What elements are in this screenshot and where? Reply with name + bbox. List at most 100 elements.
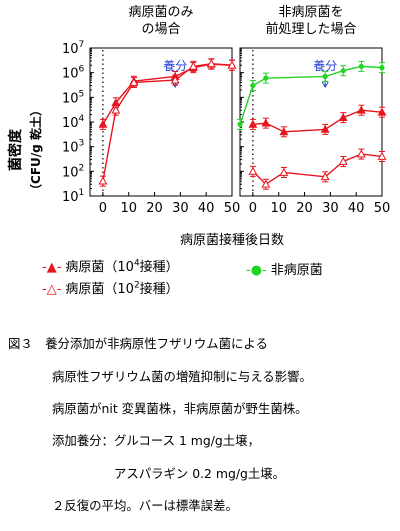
x-tick-label: 10 (120, 201, 137, 216)
y-tick-mantissa: 10 (62, 91, 79, 106)
y-tick-label: 105 (62, 89, 84, 106)
y-tick-mantissa: 10 (62, 165, 79, 180)
data-point-p4 (377, 107, 387, 116)
legend-label-1e2-suffix: 接種） (139, 282, 179, 297)
data-point-p4 (356, 105, 366, 114)
x-tick-label: 40 (198, 201, 215, 216)
y-tick-mantissa: 10 (62, 116, 79, 131)
legend-label-1e2-prefix: 病原菌（10 (65, 282, 134, 297)
data-point-p4 (320, 124, 330, 133)
y-tick-label: 106 (62, 65, 85, 82)
data-point-p2 (248, 166, 258, 175)
x-axis-label: 病原菌接種後日数 (180, 232, 284, 248)
y-tick-exponent: 5 (79, 89, 85, 99)
data-point-np (322, 73, 328, 80)
panel-title-line: 非病原菌を (278, 5, 343, 20)
panel-title-line: 病原菌のみ (128, 5, 193, 20)
plot-frame (89, 47, 233, 197)
y-tick-mantissa: 10 (62, 190, 79, 205)
x-tick-label: 10 (270, 201, 287, 216)
data-point-np (263, 75, 269, 81)
caption-line-3: 病原菌がnit 変異菌株，非病原菌が野生菌株。 (52, 401, 308, 417)
y-tick-mantissa: 10 (62, 67, 79, 82)
legend-label-1e4-suffix: 接種） (139, 260, 179, 275)
caption-line-5: アスパラギン 0.2 mg/g土壌。 (52, 465, 286, 481)
data-point-np (250, 82, 256, 89)
y-tick-label: 102 (62, 163, 84, 180)
plot-frame (239, 47, 383, 197)
panel-title-line: の場合 (141, 22, 180, 37)
caption-line-2: 病原性フザリウム菌の増殖抑制に与える影響。 (52, 368, 312, 384)
legend-pathogen-1e2: -△- 病原菌（102接種） (42, 278, 179, 297)
data-point-np (358, 63, 364, 69)
y-tick-mantissa: 10 (62, 42, 79, 57)
data-point-p2 (170, 75, 180, 84)
data-point-np (379, 65, 385, 71)
y-tick-mantissa: 10 (62, 141, 79, 156)
x-tick-label: 0 (249, 201, 257, 216)
data-point-p4 (261, 118, 271, 127)
data-point-p2 (338, 156, 348, 165)
legend-label-np: 非病原菌 (270, 263, 323, 278)
legend-nonpathogen: -●- 非病原菌 (246, 259, 323, 278)
data-point-np (237, 121, 243, 127)
y-tick-exponent: 7 (79, 40, 85, 50)
data-point-p4 (338, 113, 348, 122)
data-point-p2 (111, 105, 121, 114)
y-tick-exponent: 1 (79, 188, 85, 198)
y-tick-label: 101 (62, 188, 84, 205)
data-point-p2 (261, 179, 271, 188)
data-point-np (340, 68, 346, 74)
legend-label-1e4-exp: 4 (133, 258, 140, 269)
x-tick-label: 20 (146, 201, 163, 216)
y-tick-exponent: 4 (79, 114, 85, 124)
caption-line-1: 図３ 養分添加が非病原性フザリウム菌による (8, 336, 268, 352)
nutrient-label: 養分 (163, 58, 187, 73)
legend-marker-filled-circle: -●- (246, 263, 267, 278)
x-tick-label: 50 (224, 201, 241, 216)
series-line-p2 (102, 63, 233, 182)
figure-caption: 図３ 養分添加が非病原性フザリウム菌による 病原性フザリウム菌の増殖抑制に与える… (8, 320, 312, 531)
data-point-p4 (279, 127, 289, 136)
legend-marker-filled-triangle: -▲- (42, 260, 62, 275)
y-axis-label: 菌密度 (7, 128, 24, 171)
x-tick-label: 0 (99, 201, 107, 216)
data-point-p2 (129, 77, 139, 86)
series-line-p4 (102, 63, 233, 125)
y-tick-exponent: 3 (79, 139, 85, 149)
y-axis-unit: （CFU/g 乾土） (28, 104, 43, 196)
y-tick-label: 103 (62, 139, 84, 156)
data-point-p2 (206, 59, 216, 68)
data-point-p2 (356, 149, 366, 158)
caption-line-4: 添加養分：グルコース 1 mg/g土壌， (52, 433, 260, 449)
legend-pathogen-1e4: -▲- 病原菌（104接種） (42, 256, 179, 275)
data-point-p2 (188, 61, 198, 70)
data-point-p2 (279, 167, 289, 176)
x-tick-label: 50 (374, 201, 391, 216)
data-point-p4 (98, 119, 108, 128)
data-point-p2 (98, 176, 108, 185)
x-tick-label: 40 (348, 201, 365, 216)
caption-line-6: ２反復の平均。バーは標準誤差。 (52, 498, 238, 514)
x-tick-label: 30 (172, 201, 189, 216)
y-tick-label: 107 (62, 40, 84, 57)
y-axis-title: 菌密度 （CFU/g 乾土） (7, 104, 43, 196)
y-tick-exponent: 2 (79, 163, 85, 173)
data-point-p2 (227, 60, 237, 69)
x-tick-label: 20 (296, 201, 313, 216)
x-tick-label: 30 (322, 201, 339, 216)
nutrient-label: 養分 (313, 58, 337, 73)
panel-title-line: 前処理した場合 (265, 21, 356, 37)
y-tick-exponent: 6 (79, 65, 85, 75)
legend-label-1e2-exp: 2 (133, 280, 140, 291)
data-point-p2 (377, 151, 387, 160)
legend-label-1e4-prefix: 病原菌（10 (65, 260, 134, 275)
data-point-p2 (320, 172, 330, 181)
legend-marker-open-triangle: -△- (42, 282, 62, 297)
y-tick-label: 104 (62, 114, 85, 131)
data-point-p4 (248, 119, 258, 128)
